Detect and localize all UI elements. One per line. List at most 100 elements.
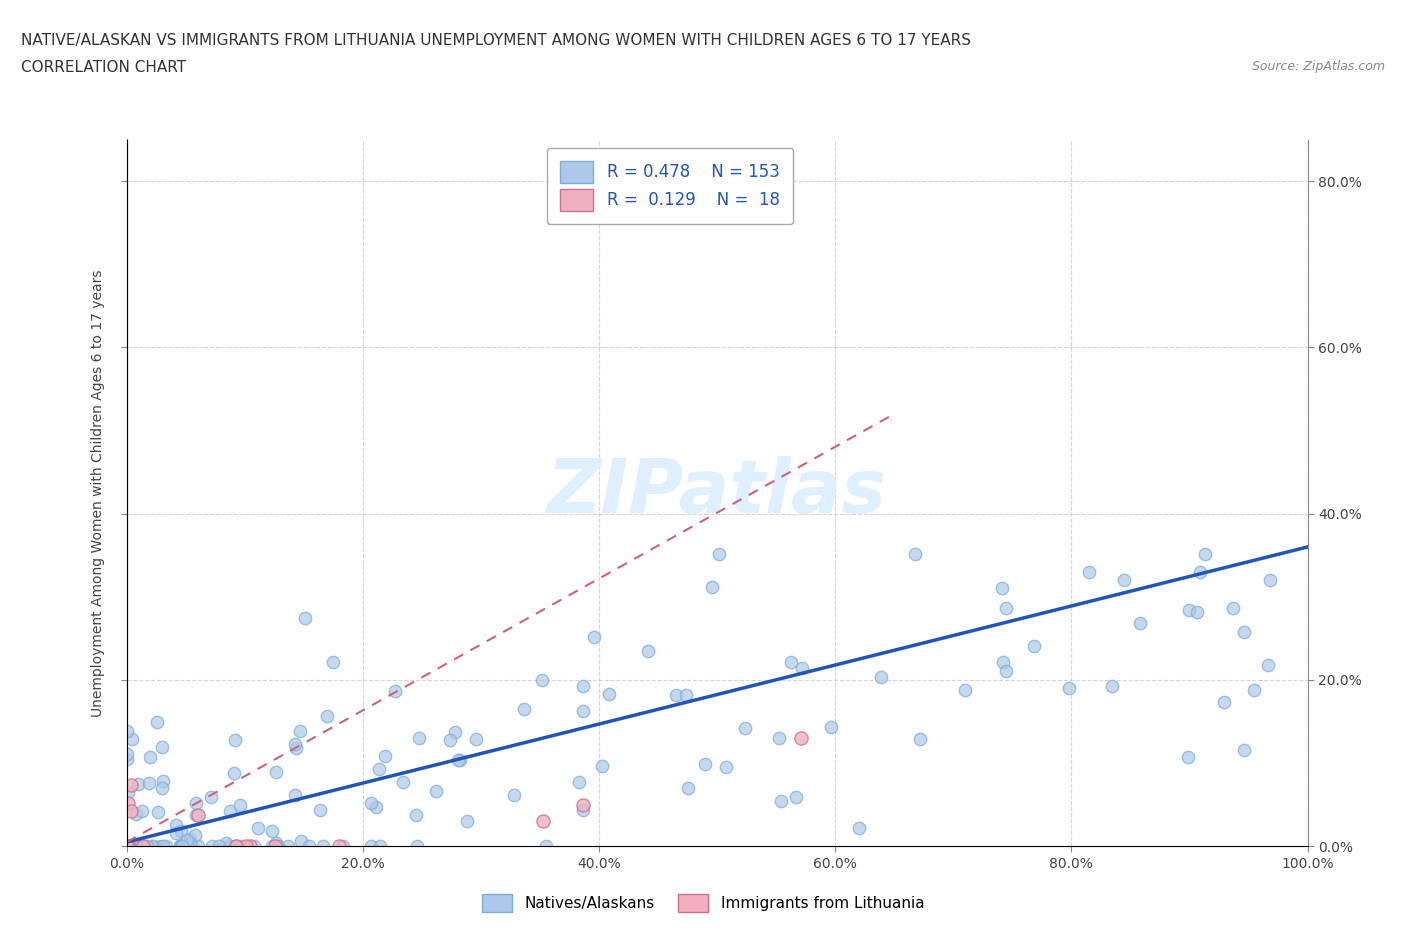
Point bbox=[172, 839, 194, 854]
Point bbox=[1024, 639, 1046, 654]
Point bbox=[675, 687, 697, 702]
Point bbox=[120, 804, 142, 818]
Point bbox=[308, 803, 330, 817]
Point bbox=[464, 732, 486, 747]
Point bbox=[447, 752, 470, 767]
Point bbox=[117, 839, 139, 854]
Point bbox=[1213, 695, 1236, 710]
Point bbox=[225, 839, 247, 854]
Point bbox=[152, 839, 174, 854]
Point bbox=[215, 835, 238, 850]
Point bbox=[115, 747, 138, 762]
Point bbox=[229, 839, 252, 854]
Point bbox=[124, 839, 146, 854]
Point bbox=[267, 839, 290, 854]
Point bbox=[678, 780, 700, 795]
Point bbox=[224, 839, 246, 854]
Point bbox=[169, 839, 191, 854]
Point bbox=[1114, 573, 1136, 588]
Text: NATIVE/ALASKAN VS IMMIGRANTS FROM LITHUANIA UNEMPLOYMENT AMONG WOMEN WITH CHILDR: NATIVE/ALASKAN VS IMMIGRANTS FROM LITHUA… bbox=[21, 33, 972, 47]
Point bbox=[177, 839, 200, 854]
Point bbox=[115, 839, 138, 854]
Point bbox=[284, 737, 307, 751]
Point bbox=[779, 654, 801, 669]
Point bbox=[993, 655, 1015, 670]
Point bbox=[700, 579, 723, 594]
Point bbox=[224, 766, 246, 781]
Point bbox=[141, 839, 163, 854]
Point bbox=[1194, 547, 1216, 562]
Point bbox=[1057, 680, 1080, 695]
Point bbox=[1185, 604, 1208, 619]
Point bbox=[298, 839, 321, 854]
Point bbox=[165, 817, 187, 832]
Text: Source: ZipAtlas.com: Source: ZipAtlas.com bbox=[1251, 60, 1385, 73]
Point bbox=[115, 839, 138, 854]
Point bbox=[201, 839, 224, 854]
Point bbox=[128, 839, 150, 854]
Point bbox=[187, 807, 209, 822]
Point bbox=[225, 839, 247, 854]
Point bbox=[121, 839, 143, 854]
Point bbox=[115, 839, 138, 854]
Point bbox=[132, 839, 155, 854]
Point bbox=[224, 733, 246, 748]
Point bbox=[290, 833, 312, 848]
Point bbox=[120, 777, 142, 792]
Point bbox=[582, 630, 605, 644]
Point bbox=[142, 839, 165, 854]
Point bbox=[1233, 743, 1256, 758]
Point bbox=[1077, 565, 1099, 579]
Point bbox=[531, 672, 554, 687]
Point bbox=[139, 750, 162, 764]
Point bbox=[405, 839, 427, 854]
Point bbox=[184, 828, 207, 843]
Point bbox=[169, 839, 191, 854]
Point bbox=[384, 684, 406, 698]
Point bbox=[439, 733, 461, 748]
Point bbox=[290, 724, 312, 738]
Point bbox=[115, 839, 138, 854]
Point bbox=[179, 831, 201, 846]
Y-axis label: Unemployment Among Women with Children Ages 6 to 17 years: Unemployment Among Women with Children A… bbox=[91, 269, 105, 717]
Point bbox=[115, 839, 138, 854]
Point bbox=[1177, 749, 1199, 764]
Point bbox=[315, 708, 337, 723]
Point bbox=[769, 794, 792, 809]
Point bbox=[591, 759, 613, 774]
Point bbox=[444, 725, 467, 740]
Point bbox=[294, 610, 316, 625]
Point bbox=[322, 654, 344, 669]
Point bbox=[693, 756, 716, 771]
Point bbox=[368, 761, 391, 776]
Point bbox=[184, 796, 207, 811]
Point bbox=[1222, 601, 1244, 616]
Point bbox=[364, 800, 387, 815]
Point bbox=[503, 788, 526, 803]
Point bbox=[572, 798, 595, 813]
Point bbox=[149, 839, 172, 854]
Point bbox=[572, 704, 595, 719]
Point bbox=[179, 835, 201, 850]
Point bbox=[115, 839, 138, 854]
Point bbox=[170, 839, 193, 854]
Point bbox=[792, 660, 814, 675]
Point bbox=[374, 749, 396, 764]
Point bbox=[235, 839, 257, 854]
Point bbox=[284, 788, 307, 803]
Point bbox=[120, 839, 142, 854]
Point bbox=[392, 775, 415, 790]
Point bbox=[513, 701, 536, 716]
Point bbox=[150, 739, 173, 754]
Point bbox=[277, 839, 299, 854]
Point bbox=[121, 731, 143, 746]
Point bbox=[115, 724, 138, 738]
Point bbox=[991, 581, 1014, 596]
Point bbox=[200, 790, 222, 804]
Point bbox=[127, 777, 149, 791]
Point bbox=[953, 683, 976, 698]
Point bbox=[115, 839, 138, 854]
Legend: R = 0.478    N = 153, R =  0.129    N =  18: R = 0.478 N = 153, R = 0.129 N = 18 bbox=[547, 148, 793, 224]
Point bbox=[219, 804, 242, 818]
Point bbox=[172, 839, 194, 854]
